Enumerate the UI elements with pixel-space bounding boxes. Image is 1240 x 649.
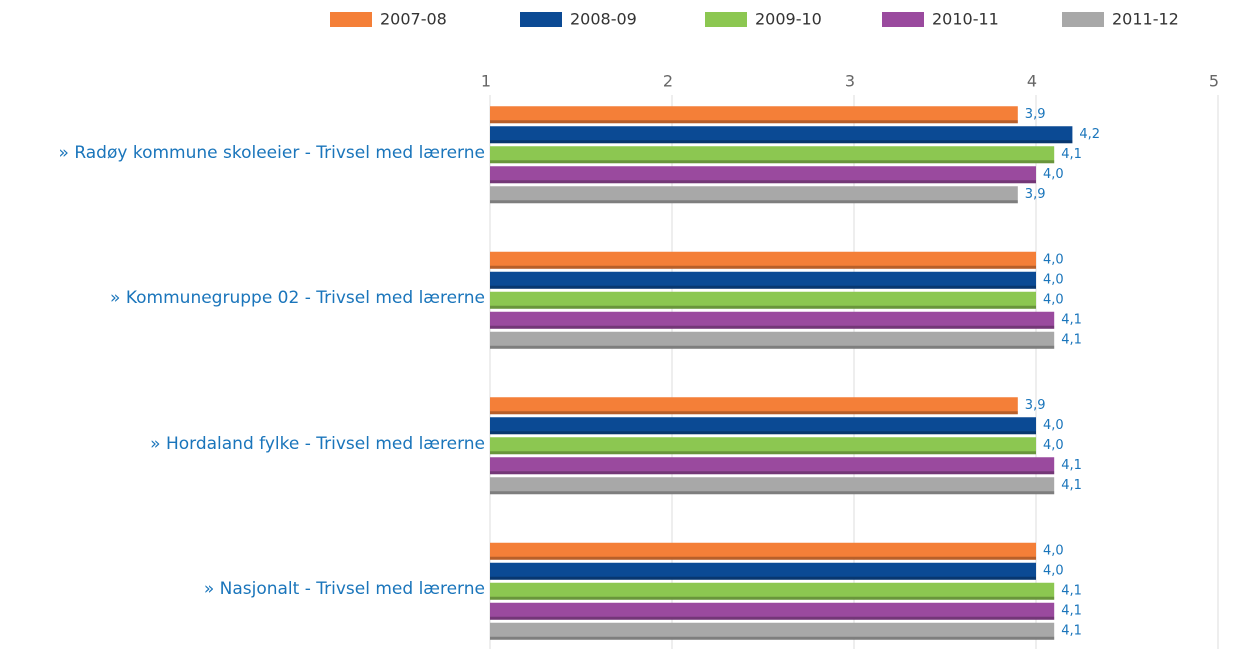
bar-shade [490, 180, 1036, 184]
legend-swatch [882, 12, 924, 27]
value-label: 4,2 [1079, 127, 1100, 142]
x-tick-label: 2 [663, 72, 673, 91]
bar-shade [490, 200, 1018, 204]
bar [490, 562, 1036, 580]
category-label: » Radøy kommune skoleeier - Trivsel med … [58, 142, 485, 163]
legend-label: 2010-11 [932, 10, 999, 29]
value-label: 4,0 [1043, 272, 1064, 287]
bar-shade [490, 616, 1055, 620]
value-label: 4,1 [1061, 603, 1082, 618]
category-label: » Nasjonalt - Trivsel med lærerne [203, 579, 485, 600]
bar [490, 311, 1055, 329]
legend-swatch [1062, 12, 1104, 27]
bar [490, 146, 1055, 164]
bar-shade [490, 345, 1055, 349]
bar [490, 477, 1055, 495]
value-label: 4,0 [1043, 252, 1064, 267]
bar [490, 437, 1036, 455]
bar-shade [490, 471, 1055, 475]
bar-shade [490, 596, 1055, 600]
bar-shade [490, 451, 1036, 455]
bar [490, 417, 1036, 435]
value-label: 4,0 [1043, 292, 1064, 307]
bar-shade [490, 285, 1036, 289]
bar-shade [490, 556, 1036, 560]
bar [490, 397, 1018, 415]
x-tick-label: 5 [1209, 72, 1219, 91]
value-label: 3,9 [1025, 187, 1046, 202]
bar [490, 582, 1055, 600]
legend-label: 2007-08 [380, 10, 447, 29]
bar [490, 186, 1018, 204]
bar-shade [490, 636, 1055, 640]
bar-shade [490, 160, 1055, 164]
bar-shade [490, 140, 1073, 144]
value-label: 4,1 [1061, 147, 1082, 162]
bar-shade [490, 431, 1036, 435]
value-label: 3,9 [1025, 398, 1046, 413]
value-label: 4,0 [1043, 438, 1064, 453]
bar-shade [490, 265, 1036, 269]
value-label: 4,1 [1061, 583, 1082, 598]
value-label: 4,1 [1061, 478, 1082, 493]
legend-swatch [520, 12, 562, 27]
legend-label: 2011-12 [1112, 10, 1179, 29]
bar [490, 126, 1073, 144]
value-label: 4,0 [1043, 543, 1064, 558]
bar [490, 622, 1055, 640]
bar [490, 251, 1036, 269]
value-label: 4,0 [1043, 167, 1064, 182]
bar [490, 271, 1036, 289]
value-label: 3,9 [1025, 107, 1046, 122]
legend-swatch [705, 12, 747, 27]
bar [490, 331, 1055, 349]
legend-swatch [330, 12, 372, 27]
x-tick-label: 1 [481, 72, 491, 91]
bar-shade [490, 576, 1036, 580]
value-label: 4,1 [1061, 623, 1082, 638]
bar-shade [490, 325, 1055, 329]
bar [490, 291, 1036, 309]
value-label: 4,0 [1043, 418, 1064, 433]
bar-shade [490, 120, 1018, 124]
value-label: 4,0 [1043, 563, 1064, 578]
x-tick-label: 3 [845, 72, 855, 91]
bar-shade [490, 411, 1018, 415]
legend-label: 2008-09 [570, 10, 637, 29]
bar [490, 166, 1036, 184]
category-label: » Hordaland fylke - Trivsel med lærerne [150, 433, 485, 454]
legend-label: 2009-10 [755, 10, 822, 29]
bar [490, 106, 1018, 124]
value-label: 4,1 [1061, 332, 1082, 347]
category-label: » Kommunegruppe 02 - Trivsel med lærerne [110, 288, 485, 309]
bar [490, 457, 1055, 475]
bar-shade [490, 491, 1055, 495]
bar [490, 602, 1055, 620]
bar [490, 542, 1036, 560]
value-label: 4,1 [1061, 312, 1082, 327]
value-label: 4,1 [1061, 458, 1082, 473]
bar-shade [490, 305, 1036, 309]
x-tick-label: 4 [1027, 72, 1037, 91]
